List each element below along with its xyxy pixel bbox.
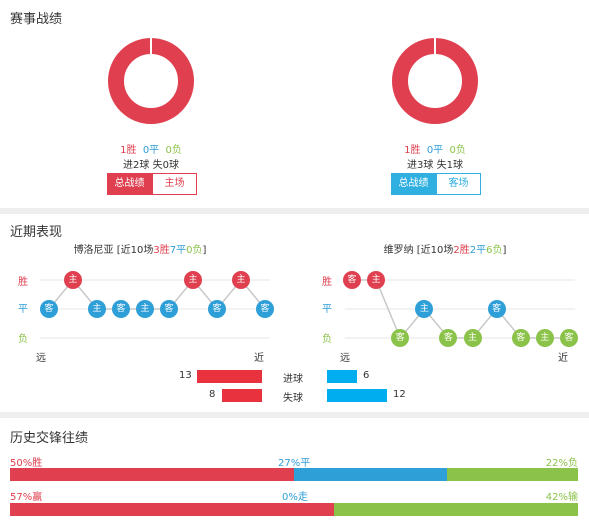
history-win-label: 50%胜 (10, 458, 43, 469)
home-form-node-8[interactable]: 客 (208, 300, 226, 318)
home-axis-far: 远 (36, 353, 46, 364)
history-loss-segment (447, 468, 578, 481)
away-goals: 进3球 失1球 (407, 160, 463, 171)
away-form-node-9[interactable]: 主 (535, 329, 554, 347)
section-title-season: 赛事战绩 (10, 12, 63, 27)
home-record-donut (108, 38, 194, 124)
home-draws: 0平 (142, 145, 160, 156)
away-axis-near: 近 (558, 353, 568, 364)
away-form-node-3[interactable]: 客 (391, 329, 410, 347)
home-scored-bar (197, 370, 262, 383)
away-scored-value: 6 (363, 370, 370, 381)
section-title-history: 历史交锋往绩 (10, 431, 89, 446)
away-draws: 0平 (426, 145, 444, 156)
home-axis-near: 近 (254, 353, 264, 364)
away-wdl-line: 1胜 0平 0负 (360, 141, 510, 156)
away-form-title: 维罗纳 [近10场2胜2平6负] (335, 241, 555, 256)
handicap-loss-segment (333, 503, 578, 516)
handicap-win-label: 57%赢 (10, 492, 43, 503)
away-axis-win: 胜 (322, 277, 332, 288)
away-wins: 1胜 (404, 145, 421, 156)
away-axis-draw: 平 (322, 304, 332, 315)
home-form-node-5[interactable]: 主 (136, 300, 154, 318)
away-scored-bar (327, 370, 357, 383)
handicap-result-bar (10, 503, 578, 516)
tab-away-venue[interactable]: 客场 (436, 173, 481, 195)
tab-home-venue[interactable]: 主场 (152, 173, 197, 195)
home-form-node-7[interactable]: 主 (184, 271, 202, 289)
away-team-name: 维罗纳 (383, 245, 414, 256)
home-form-node-4[interactable]: 客 (112, 300, 130, 318)
home-form-title: 博洛尼亚 [近10场3胜7平0负] (30, 241, 250, 256)
home-form-node-3[interactable]: 主 (88, 300, 106, 318)
home-summary-prefix: [近10场 (116, 245, 154, 256)
home-summary-losses: 0负 (186, 245, 203, 256)
away-summary-wins: 2胜 (453, 245, 470, 256)
away-form-node-5[interactable]: 客 (439, 329, 458, 347)
handicap-win-segment (10, 503, 334, 516)
home-axis-win: 胜 (18, 277, 28, 288)
home-scored-value: 13 (179, 370, 192, 381)
home-summary-draws: 7平 (169, 245, 187, 256)
home-form-node-10[interactable]: 客 (256, 300, 274, 318)
away-tabs: 总战绩 客场 (391, 173, 481, 195)
home-form-node-6[interactable]: 客 (160, 300, 178, 318)
home-form-node-9[interactable]: 主 (232, 271, 250, 289)
handicap-push-label: 0%走 (282, 492, 308, 503)
history-loss-label: 22%负 (545, 458, 578, 469)
home-axis-loss: 负 (18, 334, 28, 345)
away-losses: 0负 (449, 145, 466, 156)
home-losses: 0负 (165, 145, 182, 156)
tab-home-total[interactable]: 总战绩 (107, 173, 152, 195)
away-form-line (352, 279, 569, 340)
away-record-donut (392, 38, 478, 124)
home-conceded-bar (222, 389, 262, 402)
handicap-loss-label: 42%输 (545, 492, 578, 503)
away-form-node-4[interactable]: 主 (415, 300, 434, 318)
home-goals: 进2球 失0球 (123, 160, 179, 171)
tab-away-total[interactable]: 总战绩 (391, 173, 436, 195)
away-form-node-2[interactable]: 主 (367, 271, 386, 289)
home-tabs: 总战绩 主场 (107, 173, 197, 195)
away-summary-suffix: ] (502, 245, 507, 256)
away-axis-loss: 负 (322, 334, 332, 345)
away-summary-losses: 6负 (486, 245, 503, 256)
home-axis-draw: 平 (18, 304, 28, 315)
home-summary-suffix: ] (202, 245, 207, 256)
away-form-node-8[interactable]: 客 (511, 329, 530, 347)
away-axis-far: 远 (340, 353, 350, 364)
history-draw-segment (294, 468, 448, 481)
home-conceded-value: 8 (209, 389, 216, 400)
section-title-recent: 近期表现 (10, 225, 63, 240)
away-conceded-value: 12 (393, 389, 406, 400)
scored-label: 进球 (283, 374, 303, 385)
away-conceded-bar (327, 389, 387, 402)
away-form-node-1[interactable]: 客 (343, 271, 361, 289)
history-draw-label: 27%平 (278, 458, 311, 469)
recent-form-panel: 近期表现 博洛尼亚 [近10场3胜7平0负] 维罗纳 [近10场2胜2平6负] … (0, 214, 589, 412)
history-panel: 历史交锋往绩 50%胜 27%平 22%负 57%赢 0%走 42%输 (0, 418, 589, 521)
home-wins: 1胜 (120, 145, 137, 156)
away-form-node-10[interactable]: 客 (560, 329, 578, 347)
conceded-label: 失球 (283, 393, 303, 404)
home-summary-wins: 3胜 (153, 245, 170, 256)
home-wdl-line: 1胜 0平 0负 (76, 141, 226, 156)
home-form-node-2[interactable]: 主 (64, 271, 82, 289)
home-team-name: 博洛尼亚 (73, 245, 114, 256)
home-form-node-1[interactable]: 客 (40, 300, 58, 318)
away-summary-prefix: [近10场 (416, 245, 454, 256)
season-record-panel: 赛事战绩 1胜 0平 0负 进2球 失0球 总战绩 主场 1胜 0平 0负 进3… (0, 0, 589, 208)
away-form-node-7[interactable]: 客 (487, 300, 506, 318)
history-win-segment (10, 468, 294, 481)
history-result-bar (10, 468, 578, 481)
home-form-line (48, 278, 266, 311)
away-summary-draws: 2平 (469, 245, 487, 256)
away-form-node-6[interactable]: 主 (463, 329, 482, 347)
